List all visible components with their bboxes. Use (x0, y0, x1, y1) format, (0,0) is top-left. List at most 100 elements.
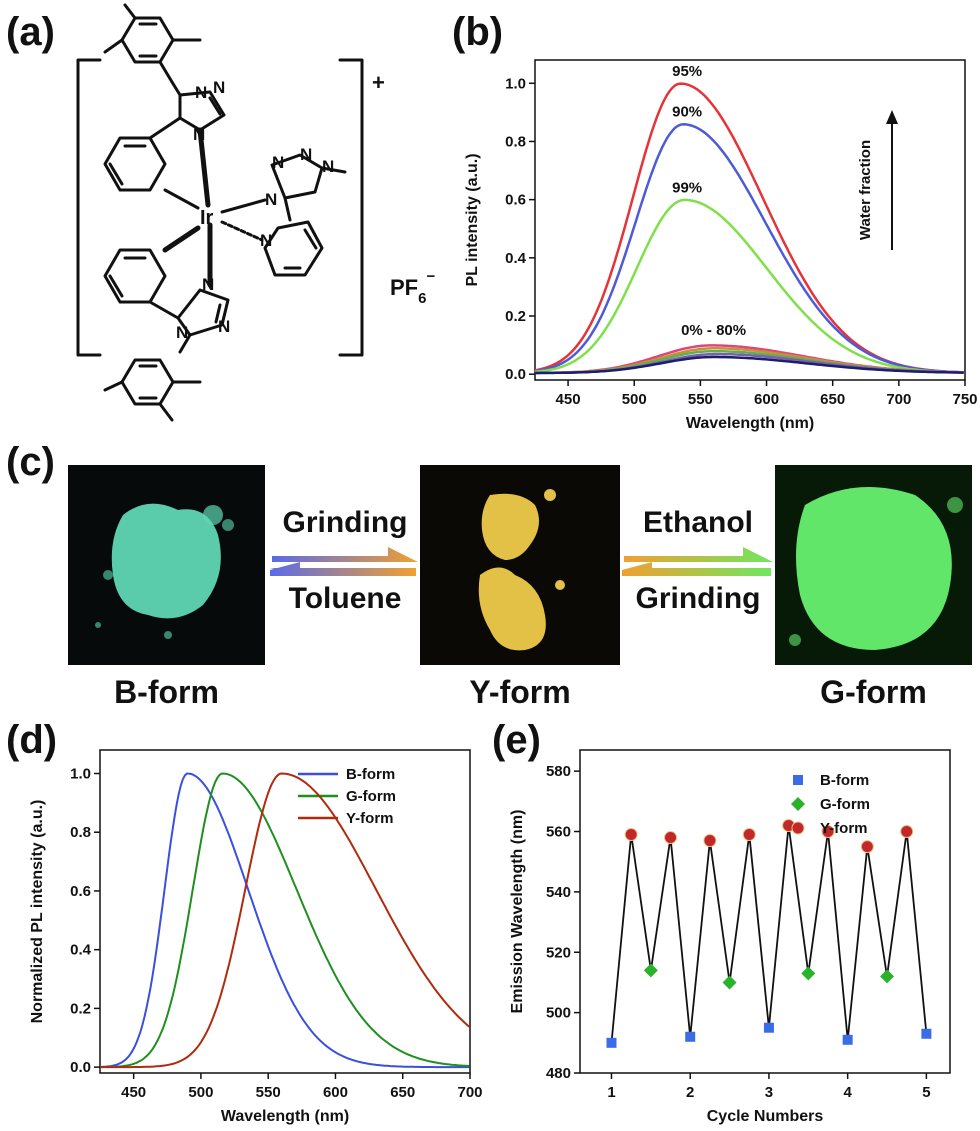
x-tick-label: 750 (952, 391, 977, 408)
data-point-b-form (606, 1037, 617, 1048)
x-tick-label: 1 (607, 1084, 615, 1101)
y-tick-label: 480 (546, 1065, 571, 1082)
atom-n-label: N (193, 125, 205, 144)
data-point-y-form (860, 840, 874, 854)
data-point-y-form (664, 831, 678, 845)
series-line-0 (534, 82, 964, 374)
y-tick-label: 0.4 (505, 250, 527, 267)
charge-label: + (372, 70, 385, 95)
data-point-y-form (900, 825, 914, 839)
series-line-y-form (100, 772, 470, 1069)
panel-label-c: (c) (6, 440, 55, 484)
data-point-y-form (821, 825, 835, 839)
x-tick-label: 4 (843, 1084, 852, 1101)
counterion-label: PF6− (390, 268, 435, 307)
plot-frame (579, 749, 951, 1074)
y-tick-label: 0.8 (70, 824, 91, 841)
arrow-right-grinding (272, 547, 418, 562)
y-tick-label: 540 (546, 884, 571, 901)
water-fraction-arrowhead (886, 110, 898, 124)
data-point-b-form (685, 1031, 696, 1042)
data-point-g-form (880, 969, 895, 984)
series-data-label-1: 90% (672, 104, 702, 121)
data-point-b-form (921, 1028, 932, 1039)
y-tick-label: 500 (546, 1005, 571, 1022)
x-tick-label: 500 (622, 391, 647, 408)
x-tick-label: 450 (556, 391, 581, 408)
metal-ir-label: Ir (200, 207, 214, 229)
y-tick-label: 0.8 (505, 133, 526, 150)
g-form-powder (796, 487, 952, 650)
data-point-g-form (722, 975, 737, 990)
data-point-b-form (842, 1034, 853, 1045)
x-axis-label: Cycle Numbers (707, 1108, 824, 1125)
x-tick-label: 500 (188, 1084, 213, 1101)
y-axis-label: Emission Wavelength (nm) (509, 810, 526, 1014)
legend-label-g-form: G-form (346, 788, 396, 805)
water-fraction-label: Water fraction (857, 140, 874, 240)
x-tick-label: 550 (256, 1084, 281, 1101)
legend-label-b-form: B-form (820, 772, 869, 789)
arrows-right (622, 547, 773, 576)
x-tick-label: 3 (765, 1084, 773, 1101)
y-tick-label: 0.0 (70, 1059, 91, 1076)
y-tick-label: 520 (546, 944, 571, 961)
y-tick-label: 560 (546, 824, 571, 841)
series-data-label-0: 95% (672, 63, 702, 80)
y-tick-label: 0.4 (70, 942, 92, 959)
chart-d: 450 500 550 600 650 700 0.0 0.2 0.4 0.6 0.8 1.0 Wave… (29, 749, 483, 1125)
y-tick-label: 0.6 (70, 883, 91, 900)
atom-n-label: N (202, 275, 214, 294)
x-tick-label: 600 (754, 391, 779, 408)
cycle-connector-line (610, 825, 928, 1043)
atom-n-label: N (300, 145, 312, 164)
x-tick-label: 450 (121, 1084, 146, 1101)
series-line-7 (535, 355, 964, 375)
caption-y-form: Y-form (469, 674, 571, 710)
x-axis-label: Wavelength (nm) (686, 415, 814, 432)
legend-label-y-form: Y-form (346, 810, 394, 827)
atom-n-label: N (213, 78, 225, 97)
legend-label-y-form: Y-form (820, 820, 868, 837)
legend-label-b-form: B-form (346, 766, 395, 783)
atom-n-label: N (260, 231, 272, 250)
atom-n-label: N (218, 317, 230, 336)
y-axis-label: PL intensity (a.u.) (464, 153, 481, 286)
data-point-g-form (643, 963, 658, 978)
legend-marker-y-form (791, 821, 805, 835)
legend-label-g-form: G-form (820, 796, 870, 813)
arrow-left-grinding (622, 562, 771, 576)
atom-n-label: N (195, 83, 207, 102)
y-axis-label: Normalized PL intensity (a.u.) (29, 800, 46, 1024)
label-grinding-left: Grinding (282, 506, 408, 539)
plot-frame (99, 749, 471, 1074)
panel-label-e: (e) (492, 718, 541, 762)
x-axis-label: Wavelength (nm) (221, 1108, 349, 1125)
label-grinding-right: Grinding (635, 582, 761, 615)
photo-y-form (420, 465, 620, 665)
x-tick-label: 600 (323, 1084, 348, 1101)
x-tick-label: 700 (886, 391, 911, 408)
y-form-powder (481, 493, 539, 560)
b-form-powder (111, 503, 221, 619)
data-point-y-form (742, 828, 756, 842)
x-tick-label: 700 (457, 1084, 482, 1101)
x-tick-label: 650 (390, 1084, 415, 1101)
arrows-left (270, 547, 418, 576)
series-data-label-3: 0% - 80% (681, 322, 746, 339)
atom-n-label: N (322, 157, 334, 176)
y-tick-label: 0.2 (505, 308, 526, 325)
plot-frame (534, 59, 966, 381)
atom-n-label: N (272, 153, 284, 172)
panel-label-d: (d) (6, 718, 58, 762)
caption-b-form: B-form (114, 674, 219, 710)
data-point-y-form (703, 834, 717, 848)
photo-b-form (68, 465, 265, 665)
panel-label-a: (a) (6, 10, 55, 54)
x-tick-label: 650 (820, 391, 845, 408)
series-line-b-form (100, 772, 470, 1069)
label-toluene: Toluene (288, 582, 402, 615)
chart-e: 1 2 3 4 5 480 500 520 540 560 580 Cycle Numbers Emis… (509, 749, 951, 1125)
series-line-1 (534, 123, 964, 374)
y-tick-label: 0.6 (505, 192, 526, 209)
